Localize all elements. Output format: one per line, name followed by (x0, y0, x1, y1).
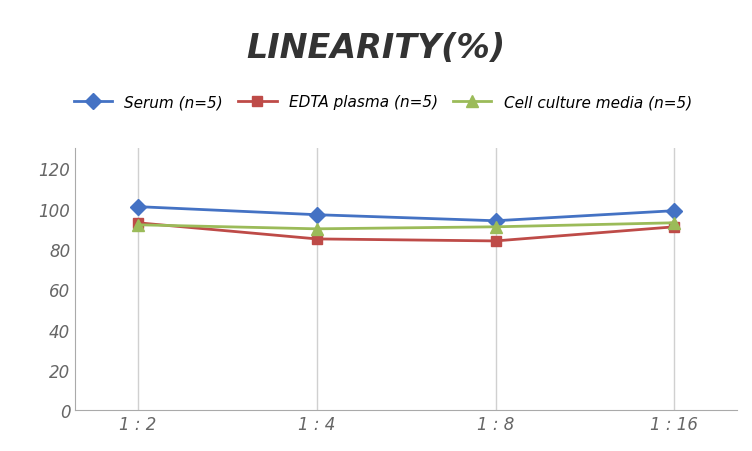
Cell culture media (n=5) (491, 225, 500, 230)
EDTA plasma (n=5) (133, 221, 142, 226)
EDTA plasma (n=5) (312, 237, 321, 242)
Cell culture media (n=5) (670, 221, 679, 226)
Text: LINEARITY(%): LINEARITY(%) (247, 32, 505, 64)
Line: Serum (n=5): Serum (n=5) (132, 202, 680, 227)
Serum (n=5) (670, 208, 679, 214)
Serum (n=5) (312, 212, 321, 218)
Cell culture media (n=5) (312, 226, 321, 232)
Line: EDTA plasma (n=5): EDTA plasma (n=5) (133, 218, 679, 246)
Legend: Serum (n=5), EDTA plasma (n=5), Cell culture media (n=5): Serum (n=5), EDTA plasma (n=5), Cell cul… (68, 89, 698, 116)
Cell culture media (n=5) (133, 223, 142, 228)
Serum (n=5) (133, 204, 142, 210)
Serum (n=5) (491, 219, 500, 224)
EDTA plasma (n=5) (491, 239, 500, 244)
Line: Cell culture media (n=5): Cell culture media (n=5) (132, 217, 681, 235)
EDTA plasma (n=5) (670, 225, 679, 230)
